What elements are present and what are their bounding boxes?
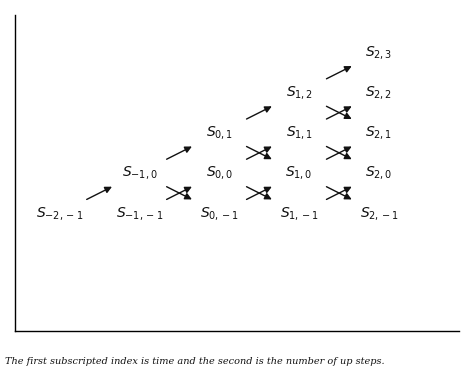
Text: $S_{1,1}$: $S_{1,1}$	[285, 124, 313, 141]
Text: $S_{-1,0}$: $S_{-1,0}$	[121, 164, 157, 181]
Text: $S_{2,0}$: $S_{2,0}$	[365, 164, 393, 181]
Text: The first subscripted index is time and the second is the number of up steps.: The first subscripted index is time and …	[5, 357, 384, 366]
Text: $S_{2,3}$: $S_{2,3}$	[365, 44, 393, 61]
Text: $S_{2,1}$: $S_{2,1}$	[365, 124, 392, 141]
Text: $S_{0,-1}$: $S_{0,-1}$	[200, 205, 239, 222]
Text: $S_{1,0}$: $S_{1,0}$	[285, 164, 313, 181]
Text: $S_{-1,-1}$: $S_{-1,-1}$	[116, 205, 163, 222]
Text: $S_{1,2}$: $S_{1,2}$	[285, 84, 313, 101]
Text: $S_{2,-1}$: $S_{2,-1}$	[359, 205, 399, 222]
Text: $S_{0,1}$: $S_{0,1}$	[206, 124, 233, 141]
Text: $S_{1,-1}$: $S_{1,-1}$	[280, 205, 319, 222]
Text: $S_{-2,-1}$: $S_{-2,-1}$	[36, 205, 83, 222]
Text: $S_{0,0}$: $S_{0,0}$	[206, 164, 233, 181]
Text: $S_{2,2}$: $S_{2,2}$	[365, 84, 392, 101]
